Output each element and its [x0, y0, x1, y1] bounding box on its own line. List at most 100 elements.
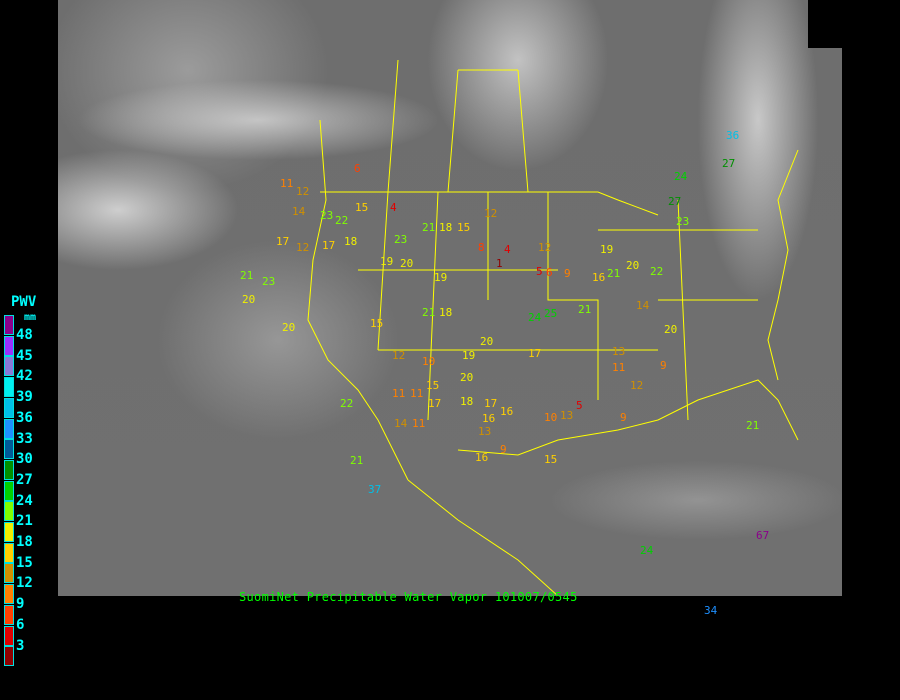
- satellite-map[interactable]: 6 11 12 14 23 22 15 4 21 18 15 12 17 12 17 18 23 20 19 19 8 4…: [58, 0, 900, 616]
- station-pwv-value: 19: [380, 255, 394, 268]
- legend-swatch: [4, 397, 14, 418]
- legend-tick: 15: [16, 554, 33, 571]
- legend-tick: 30: [16, 451, 33, 468]
- legend-tick: 33: [16, 430, 33, 447]
- legend-swatch: [4, 542, 14, 563]
- station-pwv-value: 15: [457, 221, 471, 234]
- station-pwv-value: 16: [500, 405, 514, 418]
- station-pwv-value: 21: [422, 306, 436, 319]
- station-pwv-value: 9: [500, 443, 507, 456]
- station-pwv-value: 12: [630, 379, 644, 392]
- station-pwv-value: 5: [576, 399, 583, 412]
- legend-tick: 39: [16, 389, 33, 406]
- legend-swatch: [4, 459, 14, 480]
- station-pwv-value: 25: [544, 307, 558, 320]
- station-pwv-value: 21: [746, 419, 760, 432]
- station-pwv-value: 20: [460, 371, 474, 384]
- station-pwv-value: 20: [400, 257, 414, 270]
- station-pwv-value: 12: [538, 241, 552, 254]
- station-pwv-value: 4: [390, 201, 397, 214]
- station-pwv-value: 5: [536, 265, 543, 278]
- station-pwv-value: 27: [722, 157, 736, 170]
- legend-swatch: [4, 418, 14, 439]
- legend-tick: 42: [16, 368, 33, 385]
- station-pwv-value: 27: [668, 195, 682, 208]
- station-pwv-value: 21: [240, 269, 254, 282]
- station-pwv-value: 16: [475, 451, 489, 464]
- station-pwv-value: 13: [612, 345, 626, 358]
- station-pwv-value: 19: [462, 349, 476, 362]
- station-pwv-value: 24: [528, 311, 542, 324]
- mexico-coast: [407, 479, 559, 596]
- station-pwv-value: 17: [428, 397, 442, 410]
- legend-tick: 24: [16, 492, 33, 509]
- map-title: SuomiNet Precipitable Water Vapor 101007…: [239, 590, 578, 604]
- station-pwv-value: 24: [640, 544, 654, 557]
- legend-title: PWV: [11, 294, 37, 310]
- station-pwv-value: 11: [392, 387, 406, 400]
- station-pwv-value: 17: [528, 347, 542, 360]
- station-pwv-value: 15: [544, 453, 558, 466]
- legend-swatch: [4, 439, 14, 460]
- station-pwv-value: 11: [280, 177, 294, 190]
- station-pwv-value: 20: [480, 335, 494, 348]
- legend-swatch: [4, 604, 14, 625]
- station-pwv-value: 21: [607, 267, 621, 280]
- station-pwv-value: 12: [296, 241, 310, 254]
- legend-unit: mm: [24, 312, 37, 323]
- legend-tick: 3: [16, 637, 25, 654]
- east-coast: [767, 149, 799, 381]
- station-pwv-value: 37: [368, 483, 382, 496]
- station-pwv-value: 4: [504, 243, 511, 256]
- legend-swatch: [4, 584, 14, 605]
- station-pwv-value: 36: [726, 129, 740, 142]
- station-pwv-value: 15: [370, 317, 384, 330]
- station-pwv-value: 9: [660, 359, 667, 372]
- station-pwv-value: 14: [292, 205, 306, 218]
- station-pwv-value: 10: [422, 355, 436, 368]
- legend-tick: 6: [16, 616, 25, 633]
- no-data-region: [808, 0, 900, 48]
- station-pwv-value: 1: [496, 257, 503, 270]
- station-pwv-value: 14: [636, 299, 650, 312]
- station-pwv-value: 11: [410, 387, 424, 400]
- station-pwv-value: 12: [484, 207, 498, 220]
- station-pwv-value: 10: [544, 411, 558, 424]
- station-pwv-value: 20: [282, 321, 296, 334]
- state-lines: [358, 191, 758, 421]
- station-pwv-value: 15: [426, 379, 440, 392]
- station-pwv-value: 23: [394, 233, 408, 246]
- station-pwv-value: 17: [276, 235, 290, 248]
- gulf-coast: [457, 379, 799, 456]
- legend-swatch: [4, 377, 14, 398]
- station-pwv-value: 67: [756, 529, 770, 542]
- station-pwv-value: 16: [482, 412, 496, 425]
- legend-tick: 9: [16, 596, 25, 613]
- station-pwv-value: 19: [600, 243, 614, 256]
- us-canada-border: [320, 191, 659, 216]
- station-pwv-value: 14: [394, 417, 408, 430]
- station-pwv-value: 8: [478, 241, 485, 254]
- legend-swatch: [4, 563, 14, 584]
- legend-swatch: [4, 522, 14, 542]
- station-pwv-value: 11: [412, 417, 426, 430]
- station-pwv-value: 6: [546, 266, 553, 279]
- station-pwv-value: 23: [320, 209, 334, 222]
- legend-swatch: [4, 646, 14, 667]
- station-pwv-value: 6: [354, 162, 361, 175]
- legend-swatch: [4, 480, 14, 501]
- legend-tick: 18: [16, 534, 33, 550]
- station-pwv-value: 21: [422, 221, 436, 234]
- station-pwv-value: 15: [355, 201, 369, 214]
- station-pwv-value: 9: [564, 267, 571, 280]
- legend-swatch: [4, 335, 14, 356]
- station-pwv-value: 22: [335, 214, 349, 227]
- station-pwv-value: 13: [560, 409, 574, 422]
- station-pwv-value: 18: [439, 306, 453, 319]
- station-pwv-value: 12: [296, 185, 310, 198]
- station-pwv-value: 12: [392, 349, 406, 362]
- legend-swatch: [4, 501, 14, 522]
- station-pwv-value: 23: [262, 275, 276, 288]
- station-pwv-value: 18: [439, 221, 453, 234]
- station-pwv-value: 19: [434, 271, 448, 284]
